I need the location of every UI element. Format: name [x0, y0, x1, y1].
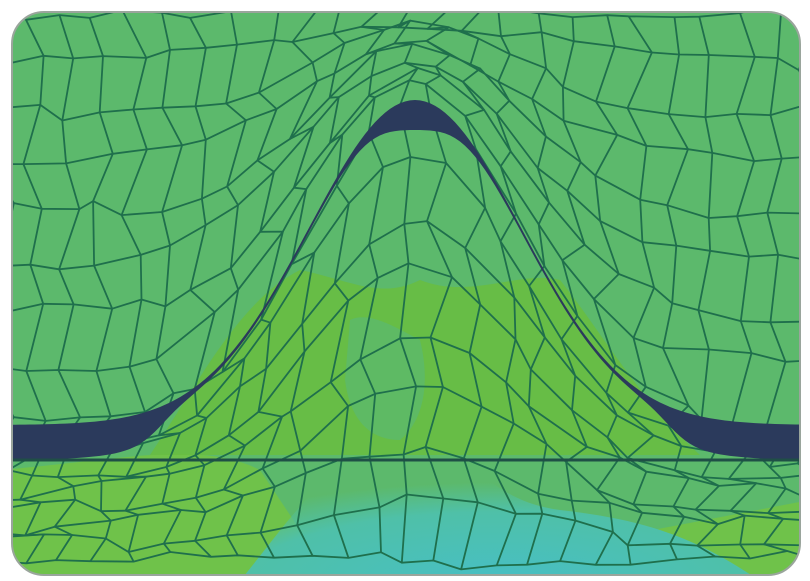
frame-content [0, 0, 810, 581]
page: {} (() => { const data = JSON.parse(docu… [0, 0, 810, 581]
mesh-image [0, 0, 810, 581]
